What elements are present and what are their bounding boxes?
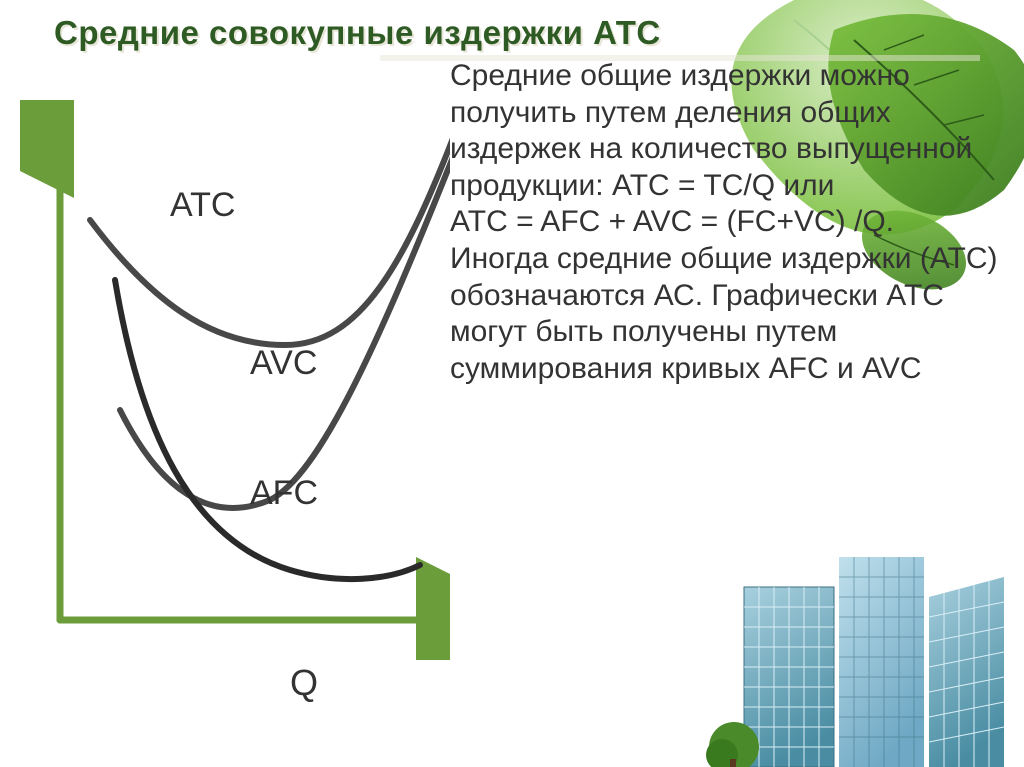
slide-root: Средние совокупные издержки АТС ATC AVC … xyxy=(0,0,1024,767)
atc-label: ATC xyxy=(170,186,235,225)
afc-label: AFC xyxy=(250,474,318,513)
page-title: Средние совокупные издержки АТС xyxy=(54,14,661,52)
chart-svg xyxy=(20,100,450,660)
avc-label: AVC xyxy=(250,344,317,383)
x-axis-label: Q xyxy=(290,662,318,704)
buildings-decoration xyxy=(704,527,1024,767)
body-text: Средние общие издержки можно получить пу… xyxy=(450,58,1010,387)
cost-curves-chart: ATC AVC AFC Q xyxy=(20,100,450,660)
